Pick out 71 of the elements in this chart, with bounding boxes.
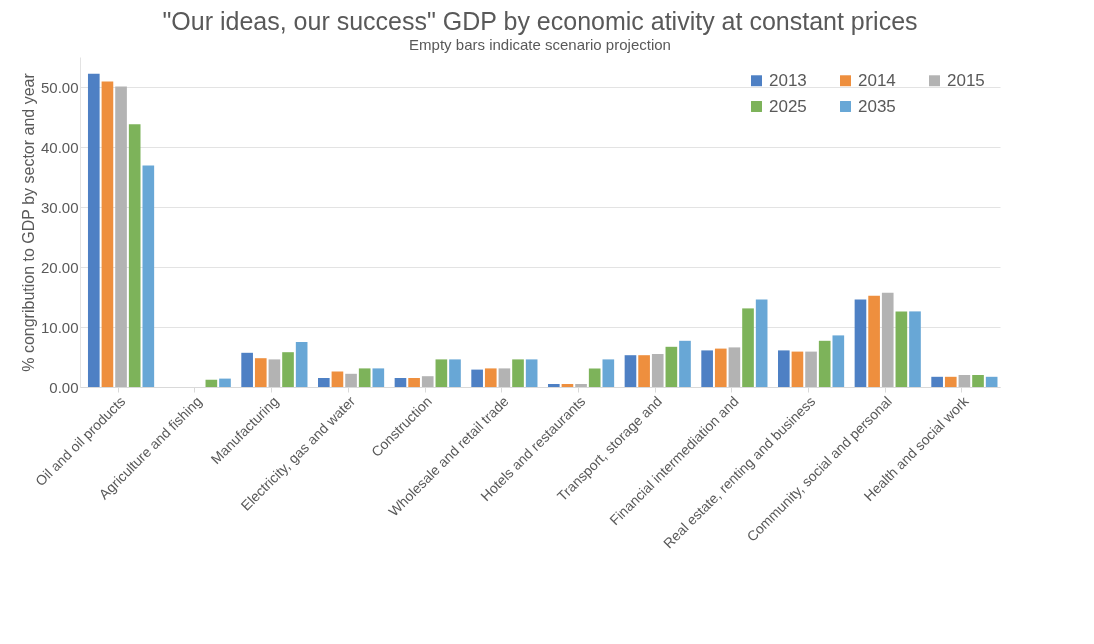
legend-label: 2015 [947, 70, 985, 90]
bar [714, 348, 727, 387]
bar [818, 340, 831, 387]
bar [868, 295, 880, 387]
bar [241, 352, 253, 387]
bar [345, 373, 357, 387]
bar [471, 369, 483, 387]
bar [128, 124, 141, 387]
bar [791, 351, 804, 387]
legend-label: 2014 [858, 70, 896, 90]
y-tick-label: 50.00 [40, 78, 79, 96]
bar [895, 311, 908, 387]
bar [142, 165, 155, 387]
bar [205, 379, 218, 387]
bar [755, 299, 768, 387]
bar [101, 81, 114, 387]
y-tick-label: 40.00 [40, 138, 79, 156]
bar [561, 384, 574, 387]
bar [701, 350, 713, 387]
bar [931, 376, 943, 387]
bar [372, 368, 385, 387]
bar [665, 346, 678, 387]
y-tick-label: 10.00 [40, 318, 79, 336]
bar [624, 355, 637, 387]
bar [588, 368, 601, 387]
bar [282, 352, 294, 387]
bar [449, 359, 461, 387]
bar [958, 375, 971, 387]
bar [512, 359, 524, 387]
bar [115, 86, 127, 387]
bar [881, 292, 894, 387]
bar [972, 375, 984, 387]
bar [295, 342, 308, 387]
bar [87, 73, 100, 387]
bar [219, 378, 231, 387]
legend-label: 2025 [769, 96, 807, 116]
bar [317, 378, 330, 387]
bar [832, 335, 845, 387]
bar [394, 378, 407, 387]
bar [254, 358, 267, 387]
y-axis-title: % congribution to GDP by sector and year [19, 72, 37, 372]
bar [358, 368, 371, 387]
bar [602, 359, 615, 387]
bar [421, 376, 434, 387]
legend-label: 2035 [858, 96, 896, 116]
bar [944, 376, 957, 387]
chart-title: "Our ideas, our success" GDP by economic ativity at constant prices [162, 7, 918, 35]
bar [728, 347, 741, 387]
chart-subtitle: Empty bars indicate scenario projection [409, 36, 671, 53]
legend-label: 2013 [769, 70, 807, 90]
bar [742, 308, 754, 387]
bar [547, 384, 560, 387]
y-tick-label: 30.00 [40, 198, 79, 216]
bar [575, 384, 587, 387]
y-tick-label: 20.00 [40, 258, 79, 276]
bar [525, 359, 538, 387]
bar [909, 311, 921, 387]
bar [985, 376, 998, 387]
bar [854, 299, 867, 387]
bar [638, 355, 650, 387]
bar [331, 371, 344, 387]
bar [777, 350, 790, 387]
bar [268, 359, 281, 387]
bar [408, 378, 420, 387]
bar [679, 340, 691, 387]
bar [805, 351, 817, 387]
bar [435, 359, 448, 387]
bar [498, 368, 511, 387]
bar [651, 354, 664, 387]
y-tick-label: 0.00 [49, 378, 79, 396]
bar [484, 368, 497, 387]
